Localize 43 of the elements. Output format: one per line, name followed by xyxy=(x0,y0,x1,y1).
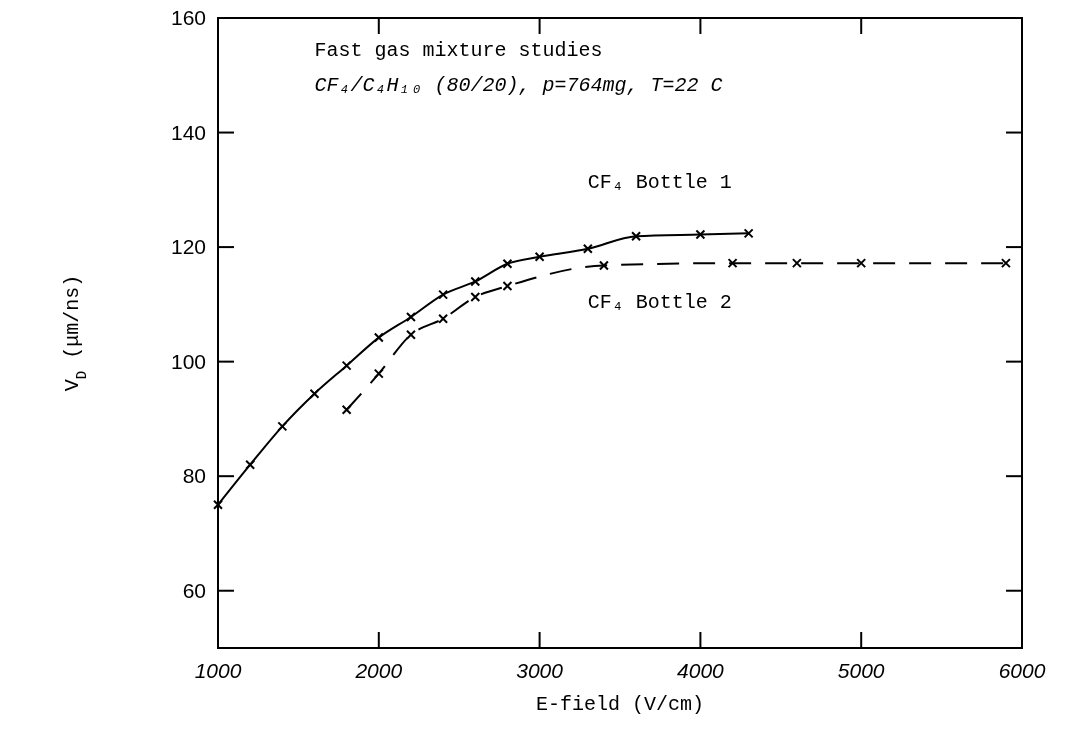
y-tick-label: 140 xyxy=(170,120,206,144)
point xyxy=(341,404,352,415)
y-tick-label: 120 xyxy=(170,235,206,259)
point xyxy=(743,228,754,239)
point xyxy=(309,388,320,399)
y-tick-label: 60 xyxy=(182,578,206,602)
text: Fast gas mixture studies xyxy=(314,39,603,62)
x-tick-label: 1000 xyxy=(194,659,242,682)
point xyxy=(341,360,352,371)
point xyxy=(582,243,593,254)
x-tick-label: 6000 xyxy=(998,659,1046,682)
x-tick-label: 4000 xyxy=(677,659,725,682)
y-tick-label: 100 xyxy=(170,349,206,373)
point xyxy=(502,281,513,292)
point xyxy=(438,313,449,324)
x-tick-label: 3000 xyxy=(516,659,564,682)
y-tick-label: 160 xyxy=(170,6,206,29)
point xyxy=(470,276,481,287)
point xyxy=(470,291,481,302)
point xyxy=(502,258,513,269)
point xyxy=(373,368,384,379)
point xyxy=(695,229,706,240)
point xyxy=(727,258,738,269)
x-axis-title: E-field (V/cm) xyxy=(535,693,705,716)
point xyxy=(534,251,545,262)
x-tick-label: 5000 xyxy=(837,659,885,682)
text: CF₄/C₄H₁₀ (80/20), p=764mg, T=22 C xyxy=(314,74,723,97)
y-tick-label: 80 xyxy=(182,464,206,488)
point xyxy=(631,231,642,242)
point xyxy=(277,421,288,432)
x-tick-label: 2000 xyxy=(354,659,403,682)
point xyxy=(213,499,223,510)
point xyxy=(373,332,384,343)
point xyxy=(598,260,609,271)
point xyxy=(405,311,416,322)
series-label: CF₄ Bottle 2 xyxy=(587,291,732,315)
series-label: CF₄ Bottle 1 xyxy=(587,171,732,195)
point xyxy=(245,459,256,470)
point xyxy=(438,289,449,300)
point xyxy=(791,258,802,269)
point xyxy=(1000,258,1011,269)
point xyxy=(856,258,867,269)
point xyxy=(405,329,416,340)
